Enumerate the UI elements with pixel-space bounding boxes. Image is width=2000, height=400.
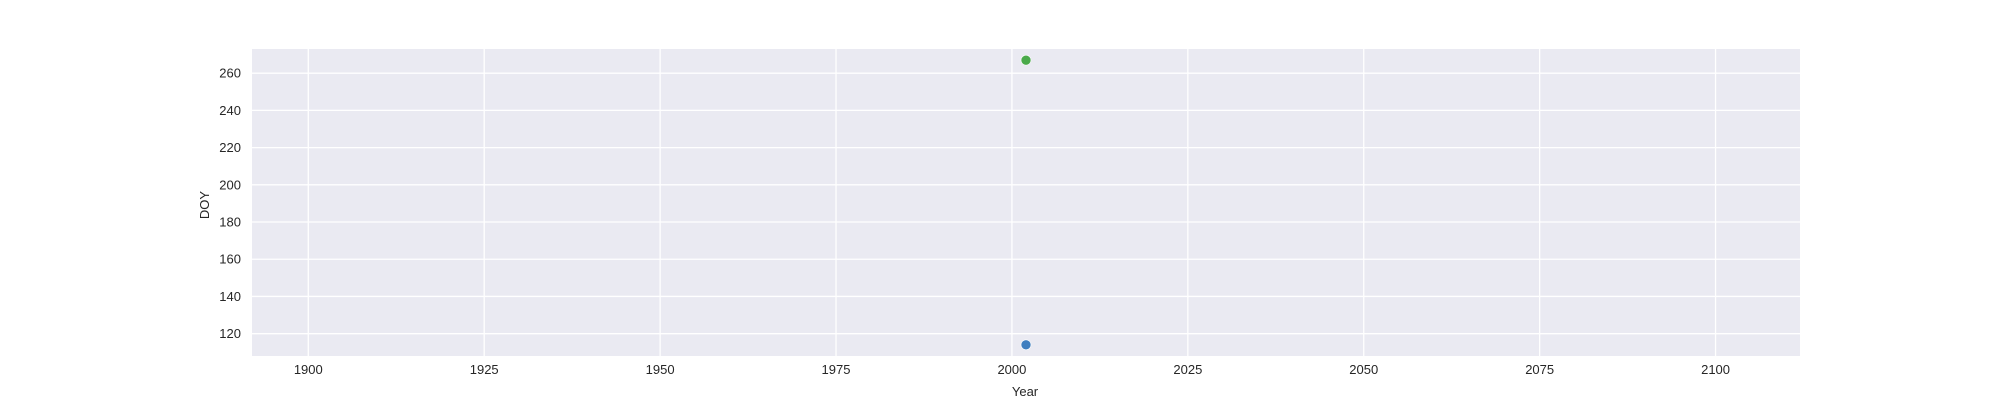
y-tick-label: 260 — [219, 66, 241, 81]
x-tick-label: 2025 — [1173, 362, 1202, 377]
x-tick-labels: 1900 1925 1950 1975 2000 2025 2050 2075 2100 — [294, 362, 1730, 377]
y-tick-label: 120 — [219, 326, 241, 341]
plot-area — [252, 49, 1800, 356]
x-tick-label: 2050 — [1349, 362, 1378, 377]
x-tick-label: 2100 — [1701, 362, 1730, 377]
y-tick-label: 220 — [219, 140, 241, 155]
x-tick-label: 1975 — [822, 362, 851, 377]
data-point — [1020, 54, 1032, 66]
data-points — [1020, 54, 1032, 351]
x-tick-label: 1900 — [294, 362, 323, 377]
x-tick-label: 1950 — [646, 362, 675, 377]
x-tick-label: 1925 — [470, 362, 499, 377]
y-tick-label: 240 — [219, 103, 241, 118]
x-axis-label: Year — [1012, 384, 1039, 399]
y-tick-label: 160 — [219, 252, 241, 267]
y-axis-label: DOY — [197, 191, 212, 220]
data-point — [1020, 339, 1032, 351]
grid-lines — [252, 49, 1800, 356]
x-tick-label: 2000 — [997, 362, 1026, 377]
x-tick-label: 2075 — [1525, 362, 1554, 377]
y-tick-label: 180 — [219, 215, 241, 230]
y-tick-label: 200 — [219, 177, 241, 192]
y-tick-labels: 120 140 160 180 200 220 240 260 — [219, 66, 241, 341]
y-tick-label: 140 — [219, 289, 241, 304]
